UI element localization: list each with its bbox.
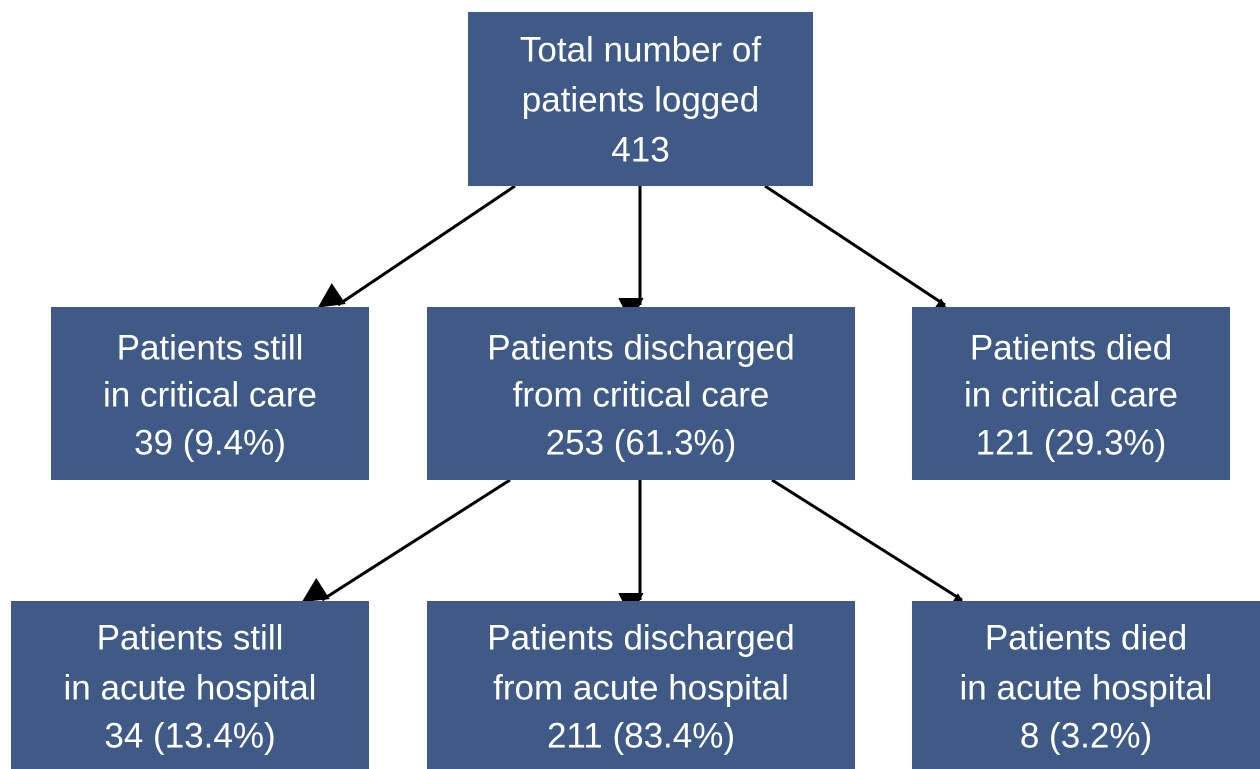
node-label: Patients still: [117, 328, 304, 367]
node-box: [427, 601, 855, 769]
node-label: Patients discharged: [487, 618, 794, 657]
node-label: Patients died: [985, 618, 1187, 657]
node: Patients still in acute hospital 34 (13.4%…: [11, 601, 369, 769]
node-label: 413: [611, 130, 669, 169]
edges: [301, 184, 973, 619]
node-box: [11, 601, 369, 769]
node-box: [912, 307, 1230, 480]
node: Total number of patients logged 413: [468, 12, 813, 186]
node-box: [468, 12, 813, 186]
nodes: Total number of patients logged 413 Patient…: [11, 12, 1260, 769]
node-box: [912, 601, 1260, 769]
node-label: 211 (83.4%): [547, 716, 735, 755]
arrow: [771, 478, 973, 618]
node-label: Total number of: [520, 30, 762, 69]
arrow: [301, 478, 511, 603]
node-label: Patients discharged: [487, 328, 794, 367]
node-label: in critical care: [103, 375, 317, 414]
node-label: 121 (29.3%): [976, 423, 1167, 462]
node-label: Patients still: [97, 618, 284, 657]
node-label: Patients died: [970, 328, 1172, 367]
node-label: 253 (61.3%): [546, 423, 737, 462]
node-label: patients logged: [522, 80, 759, 119]
node-label: in acute hospital: [64, 668, 317, 707]
node-label: in acute hospital: [960, 668, 1213, 707]
node: Patients discharged from acute hospital 21…: [427, 601, 855, 769]
node-label: 8 (3.2%): [1020, 716, 1152, 755]
node: Patients died in critical care 121 (29.3%): [912, 307, 1230, 480]
node-label: 34 (13.4%): [104, 716, 275, 755]
node-label: from critical care: [513, 375, 770, 414]
node: Patients discharged from critical care 253…: [427, 307, 855, 480]
node-label: in critical care: [964, 375, 1178, 414]
node-label: from acute hospital: [493, 668, 789, 707]
node: Patients still in critical care 39 (9.4%): [51, 307, 369, 480]
arrow: [764, 184, 956, 323]
node-box: [427, 307, 855, 480]
node: Patients died in acute hospital 8 (3.2%): [912, 601, 1260, 769]
node-box: [51, 307, 369, 480]
node-label: 39 (9.4%): [134, 423, 286, 462]
arrow: [317, 184, 516, 308]
